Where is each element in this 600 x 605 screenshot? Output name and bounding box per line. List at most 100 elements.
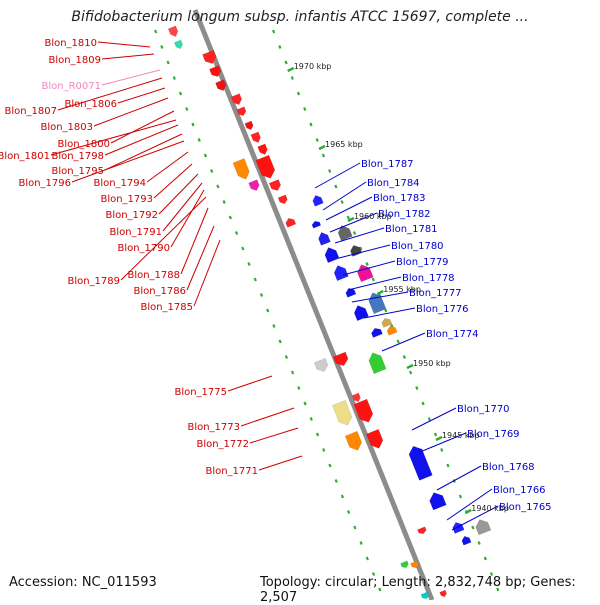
gene-arrow bbox=[285, 218, 297, 228]
outer-rail-dot bbox=[433, 432, 438, 437]
inner-rail-dot bbox=[340, 494, 345, 499]
outer-rail-dot bbox=[446, 463, 450, 468]
outer-rail-dot bbox=[440, 448, 444, 452]
scale-tick-mark bbox=[406, 363, 414, 370]
gene-arrow bbox=[357, 264, 374, 283]
gene-labels: Blon_1810 Blon_1809 Blon_R0071 Blon_1807 Blo… bbox=[0, 38, 552, 513]
gene-label: Blon_1791 bbox=[109, 227, 162, 238]
inner-rail-dot bbox=[166, 60, 170, 65]
outer-rail-dot bbox=[408, 370, 413, 375]
gene-label: Blon_1809 bbox=[48, 55, 101, 66]
label-leader bbox=[120, 196, 207, 281]
inner-rail-dot bbox=[228, 215, 232, 220]
label-leader bbox=[153, 163, 193, 199]
map-title: Bifidobacterium longum subsp. infantis A… bbox=[71, 9, 529, 25]
label-leader bbox=[363, 307, 416, 319]
outer-rail-dot bbox=[477, 541, 481, 545]
label-leader bbox=[71, 140, 185, 183]
inner-rail-dot bbox=[378, 587, 382, 592]
outer-rail-dot bbox=[328, 169, 332, 173]
gene-arrow bbox=[318, 232, 331, 246]
outer-rail-dot bbox=[321, 153, 326, 158]
gene-label: Blon_1810 bbox=[44, 38, 97, 49]
gene-arrow bbox=[386, 326, 398, 336]
gene-label: Blon_1785 bbox=[140, 302, 193, 313]
gene-arrow bbox=[333, 265, 349, 282]
outer-rail-dot bbox=[471, 525, 475, 530]
scale-ticks: 1970 kbp 1965 kbp 1960 kbp 1955 kbp 1950 kbp… bbox=[287, 62, 509, 515]
gene-label: Blon_1766 bbox=[493, 485, 546, 496]
outer-rail-dot bbox=[421, 401, 425, 406]
gene-arrow bbox=[410, 560, 419, 569]
gene-label: Blon_1769 bbox=[467, 429, 520, 440]
outer-rail-dot bbox=[334, 184, 338, 189]
label-leader bbox=[227, 375, 273, 392]
gene-label: Blon_1794 bbox=[93, 178, 146, 189]
gene-arrow bbox=[353, 305, 369, 322]
topology-summary: Topology: circular; Length: 2,832,748 bp… bbox=[260, 575, 576, 605]
outer-rail-dot bbox=[384, 308, 388, 313]
label-leader bbox=[240, 407, 295, 427]
gene-arrow bbox=[244, 120, 254, 131]
inner-rail-dot bbox=[371, 572, 376, 576]
gene-arrow bbox=[420, 591, 430, 600]
outer-rail-dot bbox=[352, 231, 357, 235]
gene-arrow bbox=[345, 288, 357, 298]
scale-tick-label: 1955 kbp bbox=[383, 285, 421, 294]
gene-label: Blon_1771 bbox=[205, 466, 258, 477]
gene-label: Blon_1786 bbox=[133, 286, 186, 297]
outer-rail-dot bbox=[458, 494, 463, 499]
gene-label: Blon_1765 bbox=[499, 502, 552, 513]
inner-rail-dot bbox=[297, 386, 301, 390]
inner-rail-dot bbox=[160, 45, 164, 49]
gene-arrow bbox=[257, 143, 268, 155]
label-leader bbox=[117, 87, 166, 104]
inner-rail-dot bbox=[247, 262, 251, 266]
outer-rail-dot bbox=[365, 262, 369, 266]
inner-rail-dot bbox=[284, 355, 289, 359]
gene-arrow bbox=[236, 106, 247, 117]
label-leader bbox=[162, 182, 203, 232]
gene-arrow bbox=[381, 318, 393, 328]
gene-arrow bbox=[344, 430, 362, 451]
label-leaders bbox=[50, 41, 499, 531]
outer-rail-dot bbox=[371, 277, 375, 282]
scale-dots bbox=[154, 29, 500, 592]
gene-arrow bbox=[371, 328, 383, 338]
inner-rail-dot bbox=[203, 153, 208, 158]
gene-arrow bbox=[333, 351, 349, 366]
gene-arrow bbox=[277, 194, 288, 205]
inner-rail-dot bbox=[241, 246, 245, 251]
gene-label: Blon_1789 bbox=[67, 276, 120, 287]
gene-arrow bbox=[350, 245, 363, 257]
scale-tick-label: 1965 kbp bbox=[325, 140, 363, 149]
label-leader bbox=[186, 225, 215, 291]
gene-arrow bbox=[248, 179, 260, 191]
gene-label: Blon_1787 bbox=[361, 159, 414, 170]
gene-label: Blon_1783 bbox=[373, 193, 426, 204]
label-leader bbox=[110, 110, 175, 144]
gene-label: Blon_1788 bbox=[127, 270, 180, 281]
label-leader bbox=[258, 455, 303, 471]
gene-arrow bbox=[366, 428, 384, 449]
gene-label: Blon_1792 bbox=[105, 210, 158, 221]
gene-arrow bbox=[353, 398, 374, 423]
inner-rail-dot bbox=[197, 138, 201, 142]
gene-arrow bbox=[255, 154, 276, 179]
outer-rail-dot bbox=[483, 556, 487, 561]
gene-label: Blon_1803 bbox=[40, 122, 93, 133]
gene-arrow bbox=[202, 49, 217, 64]
gene-arrow bbox=[232, 158, 250, 180]
gene-arrow bbox=[351, 392, 361, 403]
gene-arrow bbox=[215, 79, 227, 91]
gene-arrow bbox=[230, 93, 242, 105]
label-leader bbox=[101, 53, 155, 60]
outer-rail-dot bbox=[315, 138, 319, 142]
gene-label: Blon_1807 bbox=[4, 106, 57, 117]
gene-label: Blon_1784 bbox=[367, 178, 420, 189]
gene-label: Blon_1806 bbox=[64, 99, 117, 110]
gene-label: Blon_1796 bbox=[18, 178, 71, 189]
outer-rail-dot bbox=[427, 417, 431, 421]
